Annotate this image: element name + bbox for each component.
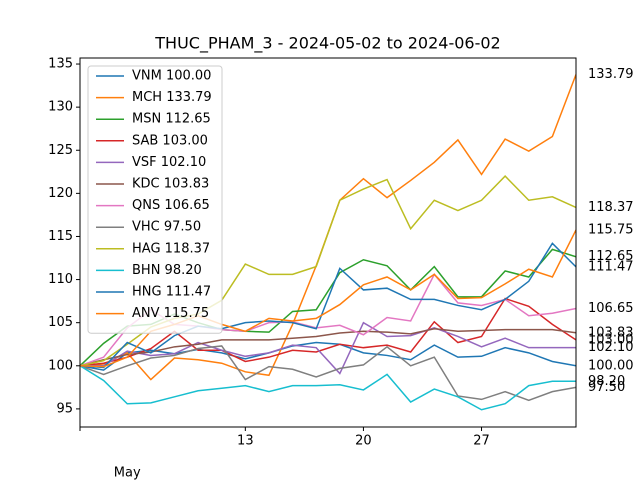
y-tick-label: 105 — [48, 315, 73, 330]
end-label: 112.65 — [588, 249, 634, 264]
plot-frame — [79, 57, 577, 428]
legend-label: HNG 111.47 — [132, 285, 211, 300]
legend-label: KDC 103.83 — [132, 177, 209, 192]
legend-label: HAG 118.37 — [132, 241, 210, 256]
legend-label: QNS 106.65 — [132, 198, 210, 213]
series-line — [80, 321, 576, 375]
series-line — [80, 345, 576, 402]
end-label: 103.00 — [588, 332, 634, 347]
end-label: 98.20 — [588, 374, 625, 389]
x-group-label: May — [114, 466, 141, 480]
end-label: 133.79 — [588, 67, 634, 82]
chart-title: THUC_PHAM_3 - 2024-05-02 to 2024-06-02 — [154, 34, 500, 54]
y-tick-label: 95 — [56, 401, 73, 416]
x-tick-label: 27 — [473, 434, 490, 449]
y-tick-label: 115 — [48, 229, 73, 244]
legend-label: MCH 133.79 — [132, 90, 212, 105]
y-tick-label: 100 — [48, 358, 73, 373]
end-label: 118.37 — [588, 200, 634, 215]
legend-label: SAB 103.00 — [132, 133, 208, 148]
x-tick-label: 13 — [237, 434, 254, 449]
legend-box — [87, 65, 223, 334]
x-tick-label: 20 — [355, 434, 372, 449]
legend-label: ANV 115.75 — [132, 306, 209, 321]
series-line — [80, 297, 576, 367]
legend-label: VNM 100.00 — [132, 69, 211, 84]
legend-label: MSN 112.65 — [132, 112, 211, 127]
end-label: 102.10 — [588, 340, 634, 355]
end-label: 111.47 — [588, 259, 634, 274]
legend-label: BHN 98.20 — [132, 263, 202, 278]
y-tick-label: 130 — [48, 100, 73, 115]
end-label: 97.50 — [588, 380, 625, 395]
y-tick-label: 125 — [48, 143, 73, 158]
end-label: 100.00 — [588, 358, 634, 373]
end-label: 106.65 — [588, 301, 634, 316]
y-tick-label: 135 — [48, 57, 73, 72]
end-label: 115.75 — [588, 222, 634, 237]
legend-label: VSF 102.10 — [132, 155, 206, 170]
series-line — [80, 242, 576, 369]
y-tick-label: 110 — [48, 272, 73, 287]
legend-label: VHC 97.50 — [132, 220, 201, 235]
y-tick-label: 120 — [48, 186, 73, 201]
series-line — [80, 365, 576, 411]
end-label: 103.83 — [588, 325, 634, 340]
series-line — [80, 327, 576, 367]
series-line — [80, 341, 576, 371]
